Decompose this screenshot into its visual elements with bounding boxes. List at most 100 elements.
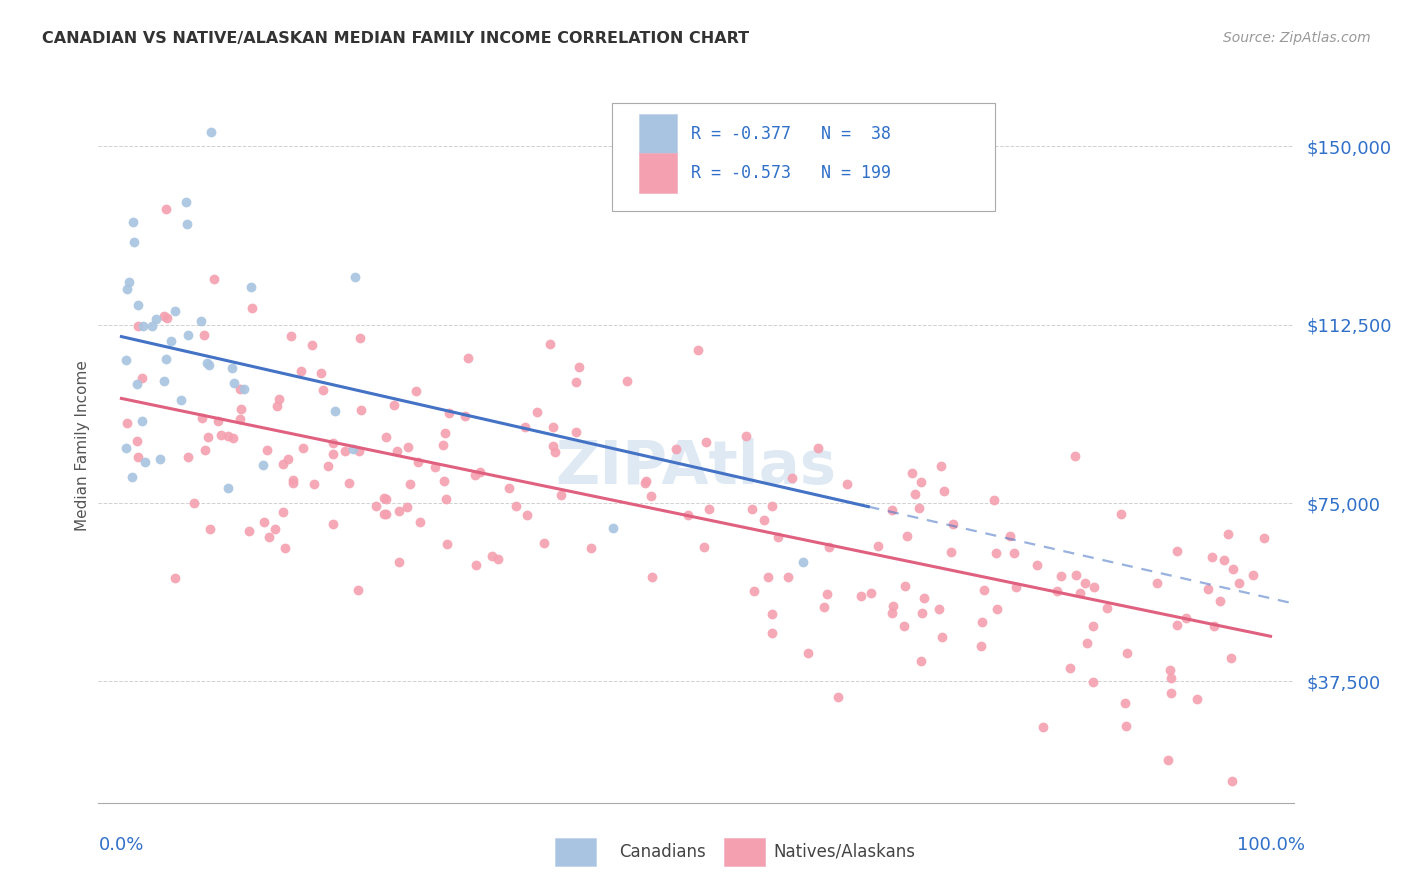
Point (616, 374, 638, 388)
Text: Canadians: Canadians (619, 843, 706, 861)
Point (894, 579, 917, 593)
Text: R = -0.377   N =  38: R = -0.377 N = 38 (692, 125, 891, 143)
Point (986, 601, 1008, 615)
Point (409, 515, 432, 529)
Point (468, 465, 491, 479)
Point (115, 352, 138, 367)
Point (900, 466, 922, 480)
Point (1160, 671, 1182, 685)
Point (263, 522, 285, 536)
Point (505, 500, 527, 514)
Point (908, 500, 931, 515)
Point (866, 539, 889, 553)
Point (756, 570, 779, 584)
Point (316, 458, 339, 473)
Text: 100.0%: 100.0% (1236, 836, 1305, 855)
Point (217, 481, 239, 495)
Point (984, 545, 1007, 559)
Point (115, 441, 138, 455)
Point (238, 524, 260, 538)
Point (815, 587, 838, 601)
Point (433, 474, 456, 488)
Point (373, 491, 395, 506)
Point (346, 582, 368, 597)
Point (931, 630, 953, 644)
Point (928, 602, 950, 616)
Point (301, 338, 323, 352)
Point (145, 312, 167, 326)
Point (1166, 618, 1188, 632)
Point (176, 217, 198, 231)
Point (676, 508, 699, 522)
Point (1069, 586, 1091, 600)
Point (277, 451, 299, 466)
Point (932, 483, 955, 498)
Point (118, 276, 141, 290)
Point (486, 551, 509, 566)
Point (239, 279, 262, 293)
Point (322, 516, 344, 531)
Point (115, 282, 138, 296)
Point (271, 457, 294, 471)
Point (776, 570, 799, 584)
Point (155, 351, 177, 366)
Point (1109, 508, 1132, 522)
Point (323, 403, 346, 417)
Point (693, 540, 716, 554)
Point (257, 530, 280, 544)
Point (741, 502, 763, 516)
Point (1005, 580, 1028, 594)
Point (1045, 583, 1067, 598)
Point (229, 402, 252, 417)
Point (382, 398, 405, 412)
Point (375, 507, 398, 521)
Point (349, 330, 371, 344)
Point (207, 414, 229, 428)
Point (1218, 527, 1240, 541)
Point (602, 521, 624, 535)
Point (134, 455, 156, 469)
Point (541, 439, 564, 453)
Point (342, 442, 364, 456)
Point (1174, 611, 1197, 625)
Point (910, 654, 932, 668)
Point (533, 535, 555, 549)
Point (1222, 562, 1244, 576)
Point (827, 690, 849, 705)
Point (498, 481, 520, 495)
Point (374, 491, 396, 506)
Point (699, 502, 721, 516)
Point (252, 458, 274, 472)
Point (395, 500, 418, 514)
Text: CANADIAN VS NATIVE/ALASKAN MEDIAN FAMILY INCOME CORRELATION CHART: CANADIAN VS NATIVE/ALASKAN MEDIAN FAMILY… (42, 31, 749, 46)
Point (433, 426, 456, 441)
Point (398, 476, 420, 491)
Point (634, 474, 657, 488)
Point (1002, 546, 1025, 560)
Point (1185, 692, 1208, 706)
Point (1074, 576, 1097, 591)
Point (322, 446, 344, 460)
Point (1157, 753, 1180, 767)
Point (432, 438, 454, 452)
Point (436, 537, 458, 551)
FancyBboxPatch shape (613, 103, 995, 211)
Text: ZIPAtlas: ZIPAtlas (555, 438, 837, 497)
Text: 0.0%: 0.0% (98, 836, 143, 855)
Point (229, 411, 252, 425)
Point (695, 434, 717, 449)
Point (1212, 553, 1234, 567)
Point (335, 444, 357, 458)
Point (396, 440, 419, 454)
Point (127, 450, 149, 464)
Point (122, 215, 145, 229)
Point (457, 351, 479, 366)
Point (221, 361, 243, 376)
Text: Natives/Alaskans: Natives/Alaskans (773, 843, 915, 861)
Point (1081, 675, 1104, 690)
Point (761, 625, 783, 640)
Point (337, 476, 360, 491)
Point (735, 429, 758, 443)
Point (163, 571, 186, 585)
Point (322, 436, 344, 450)
